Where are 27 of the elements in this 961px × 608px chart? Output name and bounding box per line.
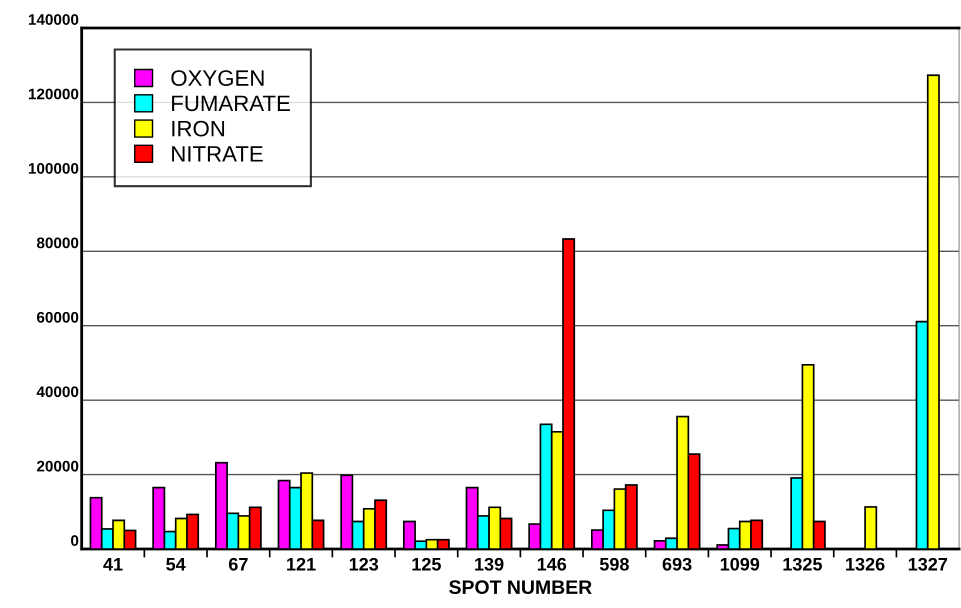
x-tick-label: 125 [412,558,441,571]
x-tick-label: 1099 [720,558,760,571]
legend-label: NITRATE [172,146,263,162]
y-tick-label: 100000 [28,163,78,174]
x-tick-label: 139 [475,558,504,571]
x-tick-label: 146 [538,558,566,571]
y-tick-label: 40000 [36,386,78,398]
y-tick-label: 60000 [36,312,78,323]
y-tick-label: 120000 [28,88,78,100]
x-tick-label: 123 [350,558,378,571]
x-axis-title: SPOT NUMBER [449,580,592,594]
legend-label: FUMARATE [172,96,290,112]
x-tick-label: 67 [228,558,248,571]
y-tick-label: 80000 [36,237,78,248]
y-tick-label: 20000 [36,460,78,472]
x-tick-label: 121 [287,558,316,570]
x-tick-label: 1326 [846,558,885,571]
x-tick-label: 1327 [908,558,948,571]
x-tick-label: 54 [166,558,186,571]
y-tick-label: 0 [71,535,78,546]
x-tick-label: 693 [662,558,692,571]
x-tick-label: 1325 [783,558,822,571]
y-tick-label: 140000 [28,14,78,25]
legend-label: OXYGEN [171,70,264,86]
legend-label: IRON [172,120,224,136]
x-tick-label: 41 [103,558,123,570]
x-tick-label: 598 [600,558,629,571]
